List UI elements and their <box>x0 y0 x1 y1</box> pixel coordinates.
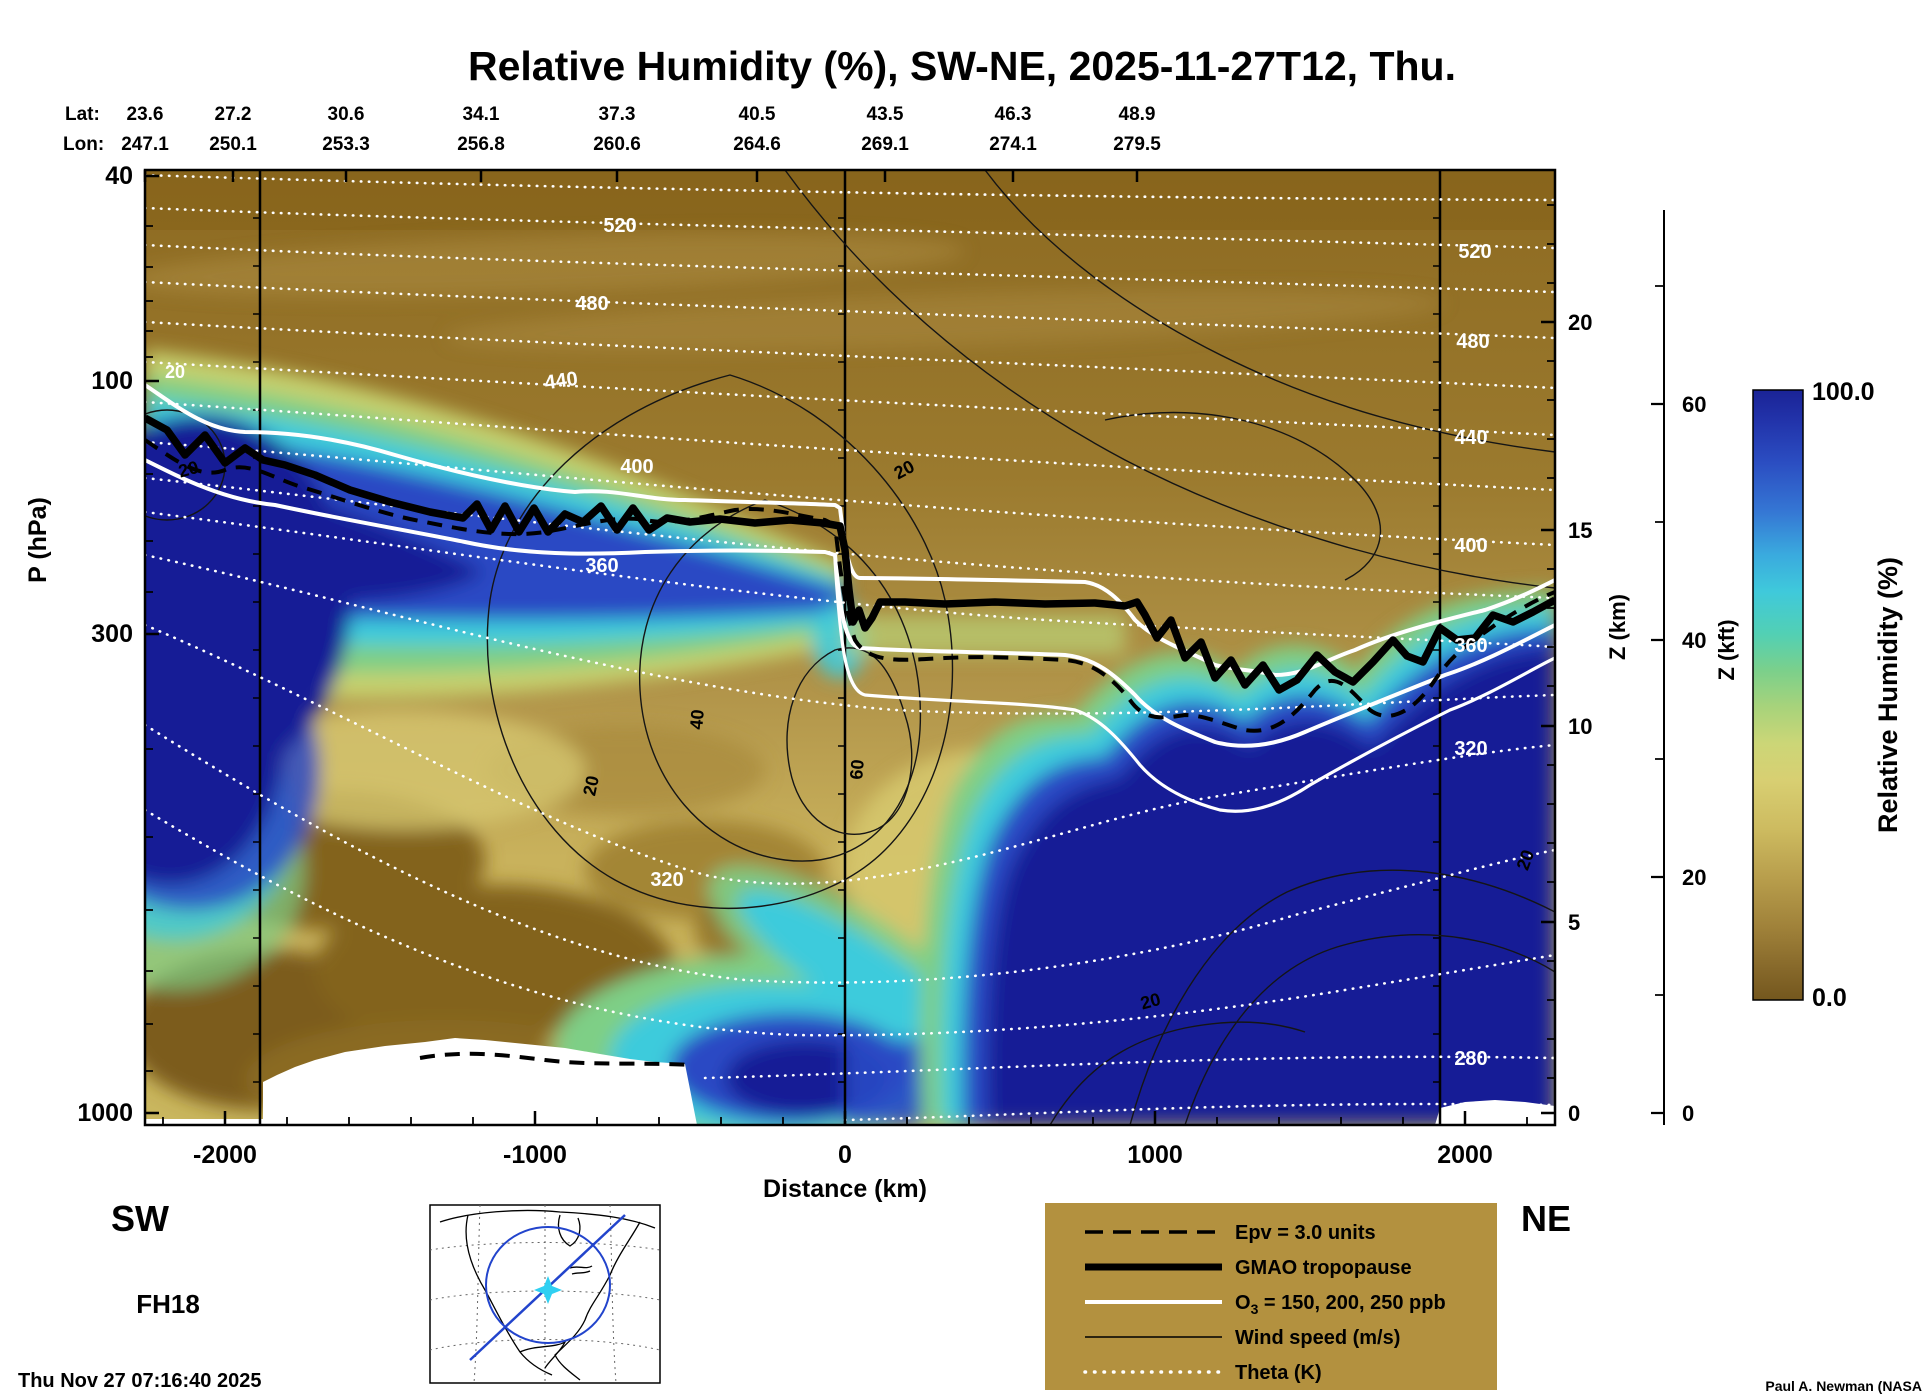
x-tick: 2000 <box>1437 1141 1493 1169</box>
pressure-axis: 40 100 300 1000 P (hPa) <box>24 162 133 1127</box>
x-axis-title: Distance (km) <box>763 1175 927 1203</box>
lat-tick: 37.3 <box>599 104 636 125</box>
epv-contour <box>145 438 1555 1067</box>
theta-label: 360 <box>585 555 618 577</box>
colorbar-title: Relative Humidity (%) <box>1873 557 1903 833</box>
theta-label: 280 <box>1454 1048 1487 1070</box>
theta-label: 440 <box>543 368 579 394</box>
zkft-tick: 0 <box>1682 1101 1694 1126</box>
colorbar-min-label: 0.0 <box>1812 984 1847 1012</box>
lat-tick: 48.9 <box>1119 104 1156 125</box>
colorbar-max-label: 100.0 <box>1812 378 1875 406</box>
corner-label-sw: SW <box>111 1198 169 1239</box>
distance-axis: -2000 -1000 0 1000 2000 Distance (km) SW… <box>111 1141 1571 1319</box>
lon-tick: 250.1 <box>209 134 257 155</box>
zkm-tick: 5 <box>1568 910 1580 935</box>
x-tick: 1000 <box>1127 1141 1183 1169</box>
wind-label: 20 <box>165 362 185 382</box>
theta-label: 360 <box>1454 635 1487 657</box>
plot-frame <box>143 168 1557 1127</box>
footer-credit: Paul A. Newman (NASA <box>1765 1378 1922 1394</box>
rh-color-field: 520 520 480 480 440 440 400 400 360 360 … <box>145 170 1555 1125</box>
zkft-tick: 40 <box>1682 628 1706 653</box>
map-inset <box>429 1204 661 1384</box>
z-km-axis: 20 15 10 5 0 Z (km) <box>1568 310 1630 1126</box>
legend-tropopause-label: GMAO tropopause <box>1235 1257 1412 1279</box>
lat-tick: 23.6 <box>127 104 164 125</box>
lon-tick: 264.6 <box>733 134 781 155</box>
lon-tick: 256.8 <box>457 134 505 155</box>
wind-label: 40 <box>686 709 708 731</box>
p-tick: 40 <box>105 162 133 190</box>
zkm-tick: 20 <box>1568 310 1592 335</box>
x-tick: 0 <box>838 1141 852 1169</box>
lon-tick: 279.5 <box>1113 134 1161 155</box>
lat-tick: 27.2 <box>215 104 252 125</box>
wind-label: 60 <box>846 759 868 781</box>
corner-label-ne: NE <box>1521 1198 1571 1239</box>
theta-label: 320 <box>650 869 683 891</box>
z-km-axis-title: Z (km) <box>1605 594 1630 660</box>
z-kft-axis-title: Z (kft) <box>1714 619 1739 680</box>
theta-label: 520 <box>603 215 636 237</box>
p-axis-title: P (hPa) <box>24 497 52 583</box>
lon-tick: 253.3 <box>322 134 370 155</box>
lon-tick: 269.1 <box>861 134 909 155</box>
map-coastline <box>439 1209 656 1381</box>
zkft-tick: 60 <box>1682 392 1706 417</box>
theta-label: 320 <box>1454 738 1487 760</box>
theta-label: 480 <box>1456 331 1489 353</box>
forecast-hour-label: FH18 <box>136 1289 200 1319</box>
zkm-tick: 10 <box>1568 714 1592 739</box>
header: Relative Humidity (%), SW-NE, 2025-11-27… <box>63 43 1456 155</box>
wind-label: 20 <box>579 774 603 798</box>
zkft-tick: 20 <box>1682 865 1706 890</box>
theta-label: 400 <box>620 456 653 478</box>
lat-tick: 43.5 <box>867 104 904 125</box>
colorbar: 100.0 0.0 Relative Humidity (%) <box>1752 378 1903 1012</box>
zkm-tick: 15 <box>1568 518 1592 543</box>
lat-tick: 46.3 <box>995 104 1032 125</box>
legend-theta-label: Theta (K) <box>1235 1362 1322 1384</box>
p-tick: 100 <box>91 367 133 395</box>
legend: Epv = 3.0 units GMAO tropopause O3 = 150… <box>1045 1203 1497 1390</box>
lon-axis-prefix: Lon: <box>63 134 104 155</box>
theta-label: 520 <box>1458 241 1491 263</box>
chart-title: Relative Humidity (%), SW-NE, 2025-11-27… <box>468 43 1456 89</box>
lat-tick: 40.5 <box>739 104 776 125</box>
x-tick: -1000 <box>503 1141 567 1169</box>
p-tick: 1000 <box>77 1099 133 1127</box>
lon-tick: 247.1 <box>121 134 169 155</box>
contour-label-layer: 520 520 480 480 440 440 400 400 360 360 … <box>165 215 1538 1070</box>
legend-background <box>1045 1203 1497 1390</box>
ozone-contours <box>145 383 1555 813</box>
lat-tick: 34.1 <box>463 104 500 125</box>
map-center-star <box>534 1276 562 1304</box>
footer-timestamp: Thu Nov 27 07:16:40 2025 <box>18 1370 261 1392</box>
theta-label: 480 <box>575 293 608 315</box>
lat-axis-prefix: Lat: <box>65 104 100 125</box>
tropopause-line <box>145 414 1555 694</box>
legend-wind-label: Wind speed (m/s) <box>1235 1327 1400 1349</box>
legend-epv-label: Epv = 3.0 units <box>1235 1222 1376 1244</box>
plot-area: 520 520 480 480 440 440 400 400 360 360 … <box>143 168 1557 1127</box>
p-tick: 300 <box>91 620 133 648</box>
lat-tick: 30.6 <box>328 104 365 125</box>
lon-tick: 260.6 <box>593 134 641 155</box>
colorbar-gradient <box>1752 389 1804 1001</box>
x-tick: -2000 <box>193 1141 257 1169</box>
lon-tick: 274.1 <box>989 134 1037 155</box>
zkm-tick: 0 <box>1568 1101 1580 1126</box>
footer: Thu Nov 27 07:16:40 2025 Paul A. Newman … <box>18 1370 1922 1394</box>
theta-label: 400 <box>1454 535 1487 557</box>
wind-speed-contours <box>145 170 1555 1125</box>
legend-ozone-label: O3 = 150, 200, 250 ppb <box>1235 1292 1446 1317</box>
map-section-circle <box>485 1226 611 1344</box>
z-kft-axis: 60 40 20 0 Z (kft) <box>1651 210 1739 1126</box>
theta-label: 440 <box>1454 427 1487 449</box>
